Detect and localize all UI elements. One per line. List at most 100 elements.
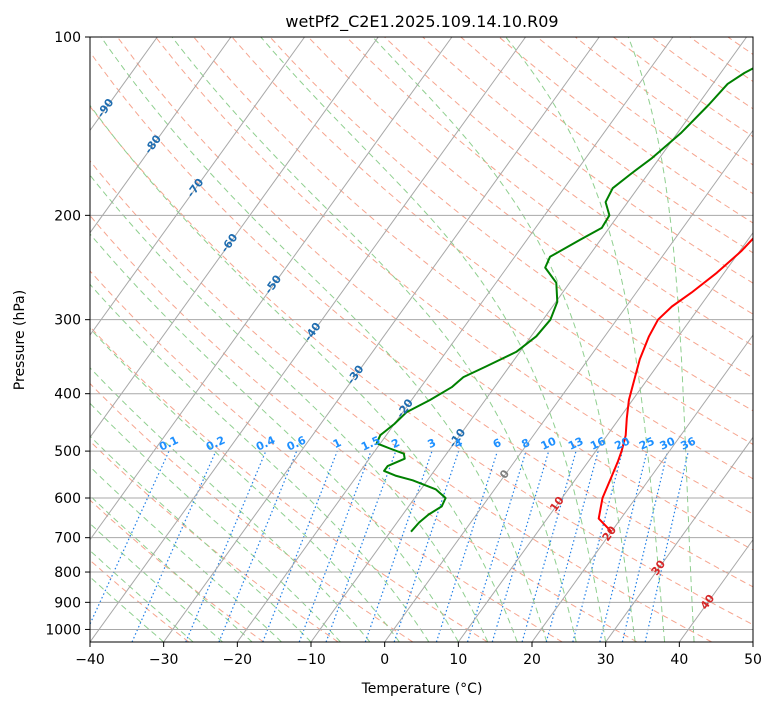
mixing-ratio-label: 6: [491, 436, 504, 451]
x-tick-label: −30: [149, 652, 179, 668]
mixing-ratio-label: 36: [679, 434, 699, 452]
isotherm-label: -100: [36, 68, 63, 98]
moist-adiabat: [505, 37, 666, 642]
y-axis-label: Pressure (hPa): [12, 290, 28, 390]
isotherm-label: -20: [394, 396, 416, 420]
dry-adiabat: [460, 37, 753, 254]
dry-adiabat: [689, 37, 753, 83]
isotherm-line: [90, 37, 379, 439]
y-tick-label: 600: [54, 491, 81, 507]
moist-adiabat: [90, 233, 459, 642]
dry-adiabat: [727, 37, 753, 55]
y-tick-label: 400: [54, 387, 81, 403]
isotherm-line: [163, 37, 600, 642]
isotherm-label: 20: [600, 523, 620, 543]
isotherm-line: [457, 231, 753, 642]
dry-adiabat: [422, 37, 753, 284]
x-tick-label: −20: [223, 652, 253, 668]
isotherm-line: [605, 436, 753, 642]
dry-adiabat: [613, 37, 753, 138]
dry-adiabat: [90, 214, 638, 642]
isotherm-label: -40: [302, 320, 324, 344]
dry-adiabat: [90, 499, 264, 642]
isotherm-label: -60: [218, 231, 240, 255]
isotherm-line: [90, 37, 306, 336]
y-tick-label: 200: [54, 208, 81, 224]
mixing-ratio-line: [621, 450, 669, 642]
temperature-line: [597, 237, 753, 533]
moist-adiabat: [90, 174, 489, 642]
mixing-ratio-label: 10: [539, 434, 559, 452]
mixing-ratio-line: [325, 450, 397, 642]
plot-frame: [89, 36, 754, 643]
mixing-ratio-line: [364, 450, 433, 642]
moist-adiabat: [90, 522, 223, 642]
dewpoint-line: [375, 67, 753, 533]
isotherm-label: -30: [344, 363, 366, 387]
mixing-ratio-line: [90, 450, 170, 626]
mixing-ratio-label: 8: [520, 436, 532, 451]
mixing-ratio-label: 3: [426, 436, 438, 451]
moist-adiabat: [260, 37, 607, 642]
moist-adiabat: [90, 327, 400, 642]
isotherm-line: [90, 37, 527, 642]
x-tick-label: 10: [449, 652, 467, 668]
isotherm-line: [236, 37, 674, 642]
moist-adiabat: [90, 576, 165, 642]
mixing-ratio-line: [185, 450, 267, 642]
moist-adiabat: [90, 367, 371, 642]
isotherm-line: [531, 334, 753, 642]
dry-adiabat: [384, 37, 753, 315]
moist-adiabat: [90, 549, 194, 642]
isotherm-label: -80: [142, 132, 164, 156]
moist-adiabat: [90, 402, 341, 642]
dry-adiabat: [90, 440, 339, 642]
chart-title: wetPf2_C2E1.2025.109.14.10.R09: [285, 12, 558, 32]
moist-adiabat: [90, 283, 430, 642]
mixing-ratio-line: [572, 450, 623, 642]
x-tick-label: 20: [523, 652, 541, 668]
y-tick-label: 100: [54, 30, 81, 46]
mixing-ratio-line: [393, 450, 460, 642]
isotherm-label: 30: [649, 558, 669, 578]
x-tick-label: 0: [380, 652, 389, 668]
mixing-ratio-label: 13: [566, 435, 585, 453]
mixing-ratio-line: [545, 450, 599, 642]
y-tick-label: 500: [54, 444, 81, 460]
x-axis-label: Temperature (°C): [361, 681, 483, 697]
dry-adiabat: [155, 37, 753, 515]
mixing-ratio-line: [466, 450, 527, 642]
isotherm-line: [0, 37, 10, 642]
y-tick-label: 800: [54, 565, 81, 581]
x-tick-label: 40: [670, 652, 688, 668]
y-tick-label: 900: [54, 595, 81, 611]
line-labels: -100-90-80-70-60-50-40-30-20-10010203040…: [36, 68, 718, 612]
dry-adiabat: [498, 37, 753, 224]
isotherm-line: [384, 129, 753, 642]
y-tick-label: 1000: [45, 622, 81, 638]
moist-adiabat: [90, 104, 518, 642]
mixing-ratio-line: [521, 450, 577, 642]
moist-adiabat: [171, 37, 577, 642]
dry-adiabat: [193, 37, 753, 480]
dry-adiabat: [90, 270, 563, 642]
isotherm-label: -50: [262, 272, 284, 296]
isotherm-line: [678, 538, 753, 642]
mixing-ratio-line: [491, 450, 550, 642]
isotherm-line: [752, 641, 753, 642]
mixing-ratio-line: [599, 450, 648, 642]
dry-adiabat: [345, 37, 753, 347]
isotherm-label: -70: [184, 176, 206, 200]
moist-adiabat: [100, 37, 548, 642]
isotherm-line: [90, 37, 453, 541]
mixing-ratio-label: 30: [658, 434, 678, 452]
dry-adiabat: [269, 37, 753, 412]
dry-adiabat: [90, 51, 753, 588]
mixing-ratio-line: [435, 450, 499, 642]
x-tick-label: 30: [597, 652, 615, 668]
isotherm-label: 40: [698, 592, 718, 612]
dry-adiabat: [90, 326, 488, 642]
isotherm-label: 0: [497, 467, 512, 481]
y-tick-label: 700: [54, 531, 81, 547]
